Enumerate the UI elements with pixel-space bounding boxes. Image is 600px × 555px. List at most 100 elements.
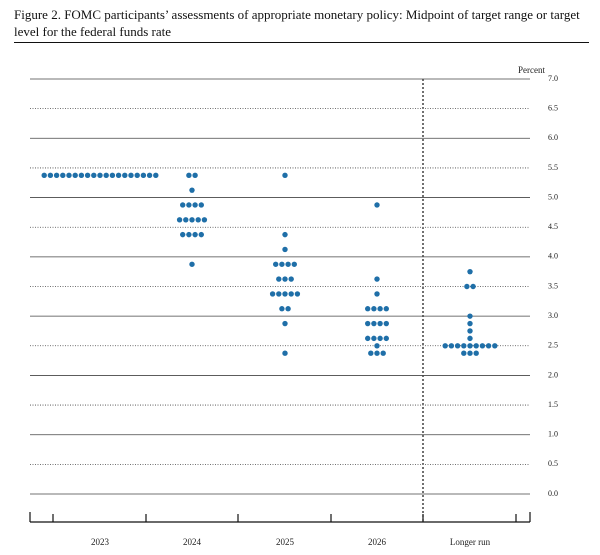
dot: [134, 172, 140, 179]
y-tick-label: 0.0: [548, 489, 558, 498]
dot: [109, 172, 116, 179]
dot: [140, 172, 147, 179]
x-tick-label: 2025: [276, 537, 295, 547]
dot: [377, 320, 383, 327]
dot: [442, 343, 448, 349]
dot: [282, 246, 288, 253]
dot: [383, 306, 389, 312]
y-axis-label: Percent: [518, 65, 545, 75]
dot: [269, 291, 276, 297]
dot: [374, 350, 380, 356]
y-tick-label: 5.0: [548, 192, 558, 201]
dot: [115, 172, 122, 179]
dot: [288, 276, 294, 282]
dot: [467, 343, 473, 349]
y-tick-label: 2.5: [548, 341, 558, 350]
dot: [47, 172, 54, 179]
dot: [285, 306, 291, 312]
dot: [374, 291, 380, 297]
dot: [180, 202, 186, 208]
dot: [454, 343, 461, 349]
dot: [192, 202, 198, 208]
dot: [377, 306, 383, 312]
dot: [122, 172, 128, 179]
dot: [153, 172, 159, 179]
dot: [97, 172, 103, 179]
dot: [189, 261, 195, 267]
dot: [374, 202, 380, 208]
dot: [461, 343, 467, 349]
dot: [374, 276, 380, 282]
dot: [282, 172, 288, 179]
y-tick-label: 0.5: [548, 459, 558, 468]
x-tick-label: Longer run: [450, 537, 491, 547]
dot: [41, 172, 47, 179]
dot: [473, 343, 479, 349]
y-tick-label: 2.0: [548, 370, 558, 379]
dot: [276, 276, 282, 282]
dot: [467, 350, 473, 356]
dot: [371, 335, 377, 342]
dot: [128, 172, 134, 179]
dot: [377, 335, 383, 342]
dot: [186, 231, 192, 238]
dot: [103, 172, 109, 179]
dot: [276, 291, 282, 297]
dot: [485, 343, 492, 349]
dot: [195, 217, 201, 223]
dot: [186, 202, 192, 208]
dot: [192, 231, 198, 238]
x-tick-label: 2024: [183, 537, 202, 547]
dot: [189, 187, 195, 193]
dot: [374, 343, 380, 349]
dot: [198, 202, 204, 208]
dot: [60, 172, 66, 179]
title-rule: [14, 42, 589, 43]
y-tick-label: 1.0: [548, 430, 558, 439]
dot: [365, 320, 371, 327]
dot: [91, 172, 97, 179]
y-tick-label: 3.0: [548, 311, 558, 320]
dot: [368, 350, 374, 356]
dot: [371, 320, 377, 327]
dot: [183, 217, 189, 223]
dot: [186, 172, 192, 179]
dot: [371, 306, 377, 312]
dot: [282, 291, 288, 297]
dot: [467, 268, 473, 275]
dot: [470, 283, 476, 290]
dot: [383, 320, 389, 327]
y-tick-label: 7.0: [548, 74, 558, 83]
dot: [467, 335, 473, 342]
dot: [365, 306, 371, 312]
dot: [294, 291, 301, 297]
dot: [479, 343, 486, 349]
dot: [66, 172, 72, 179]
dot: [288, 291, 294, 297]
dot: [291, 261, 297, 267]
y-tick-label: 5.5: [548, 163, 558, 172]
dot: [473, 350, 479, 356]
y-tick-label: 6.0: [548, 133, 558, 142]
dot: [380, 350, 386, 356]
y-tick-label: 4.0: [548, 252, 558, 261]
dot: [282, 350, 288, 356]
dot: [383, 335, 389, 342]
dot: [448, 343, 455, 349]
dot: [189, 217, 195, 223]
dot: [198, 231, 204, 238]
dot: [285, 261, 291, 267]
y-tick-label: 1.5: [548, 400, 558, 409]
dot: [53, 172, 60, 179]
dot: [192, 172, 198, 179]
dot: [84, 172, 91, 179]
dot: [467, 313, 473, 319]
dot: [176, 217, 183, 223]
dot: [467, 328, 473, 334]
dot: [146, 172, 153, 179]
dot: [282, 276, 288, 282]
dot: [365, 335, 371, 342]
dot: [282, 231, 288, 238]
dot: [201, 217, 208, 223]
